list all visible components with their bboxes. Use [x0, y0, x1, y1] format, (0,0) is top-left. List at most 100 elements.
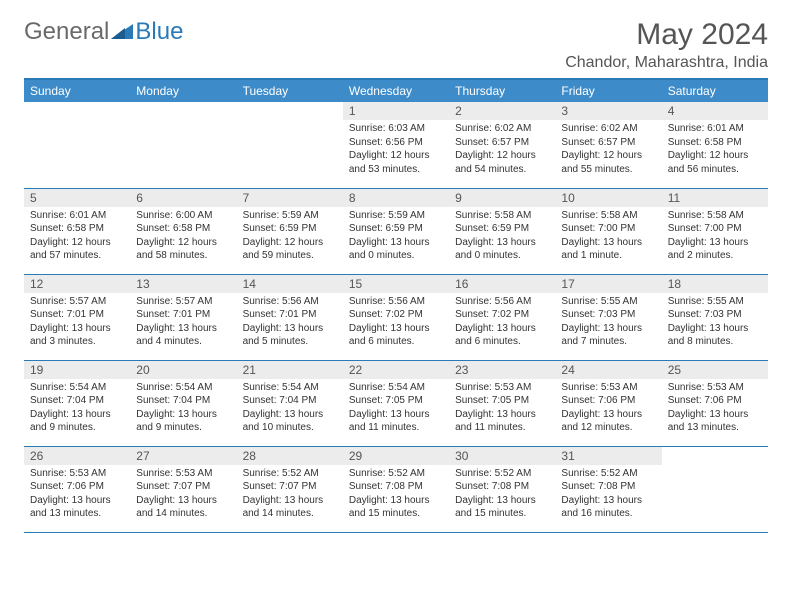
- day-number: 30: [449, 447, 555, 465]
- day-number: 13: [130, 275, 236, 293]
- day-details: Sunrise: 6:01 AMSunset: 6:58 PMDaylight:…: [24, 207, 130, 267]
- header: General Blue May 2024 Chandor, Maharasht…: [24, 18, 768, 72]
- day-number: 31: [555, 447, 661, 465]
- calendar-row: 12Sunrise: 5:57 AMSunset: 7:01 PMDayligh…: [24, 274, 768, 360]
- day-number: 8: [343, 189, 449, 207]
- day-details: Sunrise: 5:53 AMSunset: 7:06 PMDaylight:…: [662, 379, 768, 439]
- calendar-cell: 22Sunrise: 5:54 AMSunset: 7:05 PMDayligh…: [343, 360, 449, 446]
- calendar-cell: [130, 102, 236, 188]
- day-details: Sunrise: 6:02 AMSunset: 6:57 PMDaylight:…: [555, 120, 661, 180]
- location-text: Chandor, Maharashtra, India: [565, 54, 768, 72]
- day-details: Sunrise: 5:55 AMSunset: 7:03 PMDaylight:…: [555, 293, 661, 353]
- day-number: 11: [662, 189, 768, 207]
- calendar-row: 5Sunrise: 6:01 AMSunset: 6:58 PMDaylight…: [24, 188, 768, 274]
- calendar-cell: 29Sunrise: 5:52 AMSunset: 7:08 PMDayligh…: [343, 446, 449, 532]
- day-details: Sunrise: 5:55 AMSunset: 7:03 PMDaylight:…: [662, 293, 768, 353]
- weekday-header: Monday: [130, 79, 236, 102]
- day-details: Sunrise: 5:54 AMSunset: 7:05 PMDaylight:…: [343, 379, 449, 439]
- day-number: 14: [237, 275, 343, 293]
- day-details: Sunrise: 5:58 AMSunset: 6:59 PMDaylight:…: [449, 207, 555, 267]
- weekday-header: Sunday: [24, 79, 130, 102]
- day-details: Sunrise: 5:53 AMSunset: 7:05 PMDaylight:…: [449, 379, 555, 439]
- calendar-cell: 5Sunrise: 6:01 AMSunset: 6:58 PMDaylight…: [24, 188, 130, 274]
- logo-text-blue: Blue: [135, 18, 183, 46]
- weekday-header: Friday: [555, 79, 661, 102]
- calendar-cell: 6Sunrise: 6:00 AMSunset: 6:58 PMDaylight…: [130, 188, 236, 274]
- day-number: 19: [24, 361, 130, 379]
- day-details: Sunrise: 5:57 AMSunset: 7:01 PMDaylight:…: [130, 293, 236, 353]
- day-details: Sunrise: 5:57 AMSunset: 7:01 PMDaylight:…: [24, 293, 130, 353]
- title-block: May 2024 Chandor, Maharashtra, India: [565, 18, 768, 72]
- calendar-cell: 12Sunrise: 5:57 AMSunset: 7:01 PMDayligh…: [24, 274, 130, 360]
- calendar-cell: 24Sunrise: 5:53 AMSunset: 7:06 PMDayligh…: [555, 360, 661, 446]
- calendar-cell: 23Sunrise: 5:53 AMSunset: 7:05 PMDayligh…: [449, 360, 555, 446]
- day-number: 7: [237, 189, 343, 207]
- calendar-cell: [662, 446, 768, 532]
- day-number: 25: [662, 361, 768, 379]
- day-number: 21: [237, 361, 343, 379]
- logo-text-general: General: [24, 18, 109, 46]
- calendar-header-row: SundayMondayTuesdayWednesdayThursdayFrid…: [24, 79, 768, 102]
- day-number: 16: [449, 275, 555, 293]
- calendar-cell: 20Sunrise: 5:54 AMSunset: 7:04 PMDayligh…: [130, 360, 236, 446]
- day-details: Sunrise: 5:52 AMSunset: 7:07 PMDaylight:…: [237, 465, 343, 525]
- calendar-cell: 27Sunrise: 5:53 AMSunset: 7:07 PMDayligh…: [130, 446, 236, 532]
- calendar-cell: 8Sunrise: 5:59 AMSunset: 6:59 PMDaylight…: [343, 188, 449, 274]
- day-details: Sunrise: 5:53 AMSunset: 7:07 PMDaylight:…: [130, 465, 236, 525]
- day-details: Sunrise: 6:01 AMSunset: 6:58 PMDaylight:…: [662, 120, 768, 180]
- day-number: 26: [24, 447, 130, 465]
- day-details: Sunrise: 5:56 AMSunset: 7:02 PMDaylight:…: [449, 293, 555, 353]
- calendar-cell: 3Sunrise: 6:02 AMSunset: 6:57 PMDaylight…: [555, 102, 661, 188]
- calendar-row: 1Sunrise: 6:03 AMSunset: 6:56 PMDaylight…: [24, 102, 768, 188]
- calendar-cell: 4Sunrise: 6:01 AMSunset: 6:58 PMDaylight…: [662, 102, 768, 188]
- weekday-header: Saturday: [662, 79, 768, 102]
- day-details: Sunrise: 5:56 AMSunset: 7:01 PMDaylight:…: [237, 293, 343, 353]
- weekday-header: Thursday: [449, 79, 555, 102]
- day-details: Sunrise: 5:53 AMSunset: 7:06 PMDaylight:…: [24, 465, 130, 525]
- day-details: Sunrise: 5:52 AMSunset: 7:08 PMDaylight:…: [343, 465, 449, 525]
- day-details: Sunrise: 6:02 AMSunset: 6:57 PMDaylight:…: [449, 120, 555, 180]
- calendar-cell: 28Sunrise: 5:52 AMSunset: 7:07 PMDayligh…: [237, 446, 343, 532]
- calendar-cell: 18Sunrise: 5:55 AMSunset: 7:03 PMDayligh…: [662, 274, 768, 360]
- day-number: 5: [24, 189, 130, 207]
- calendar-cell: 10Sunrise: 5:58 AMSunset: 7:00 PMDayligh…: [555, 188, 661, 274]
- day-details: Sunrise: 6:00 AMSunset: 6:58 PMDaylight:…: [130, 207, 236, 267]
- day-number: 20: [130, 361, 236, 379]
- calendar-cell: 13Sunrise: 5:57 AMSunset: 7:01 PMDayligh…: [130, 274, 236, 360]
- weekday-header: Wednesday: [343, 79, 449, 102]
- calendar-cell: 9Sunrise: 5:58 AMSunset: 6:59 PMDaylight…: [449, 188, 555, 274]
- day-number: 6: [130, 189, 236, 207]
- day-number: 29: [343, 447, 449, 465]
- day-number: 18: [662, 275, 768, 293]
- day-number: 22: [343, 361, 449, 379]
- calendar-cell: 21Sunrise: 5:54 AMSunset: 7:04 PMDayligh…: [237, 360, 343, 446]
- day-number: 24: [555, 361, 661, 379]
- day-details: Sunrise: 5:59 AMSunset: 6:59 PMDaylight:…: [343, 207, 449, 267]
- calendar-cell: 16Sunrise: 5:56 AMSunset: 7:02 PMDayligh…: [449, 274, 555, 360]
- weekday-header: Tuesday: [237, 79, 343, 102]
- month-title: May 2024: [565, 18, 768, 52]
- triangle-icon: [111, 21, 133, 44]
- calendar-cell: 14Sunrise: 5:56 AMSunset: 7:01 PMDayligh…: [237, 274, 343, 360]
- day-number: 15: [343, 275, 449, 293]
- calendar-cell: 1Sunrise: 6:03 AMSunset: 6:56 PMDaylight…: [343, 102, 449, 188]
- calendar-cell: [24, 102, 130, 188]
- calendar-cell: 26Sunrise: 5:53 AMSunset: 7:06 PMDayligh…: [24, 446, 130, 532]
- day-details: Sunrise: 6:03 AMSunset: 6:56 PMDaylight:…: [343, 120, 449, 180]
- day-details: Sunrise: 5:54 AMSunset: 7:04 PMDaylight:…: [130, 379, 236, 439]
- day-number: 2: [449, 102, 555, 120]
- day-number: 10: [555, 189, 661, 207]
- day-details: Sunrise: 5:59 AMSunset: 6:59 PMDaylight:…: [237, 207, 343, 267]
- day-number: 23: [449, 361, 555, 379]
- calendar-page: General Blue May 2024 Chandor, Maharasht…: [0, 0, 792, 551]
- day-details: Sunrise: 5:52 AMSunset: 7:08 PMDaylight:…: [449, 465, 555, 525]
- day-details: Sunrise: 5:53 AMSunset: 7:06 PMDaylight:…: [555, 379, 661, 439]
- day-number: 1: [343, 102, 449, 120]
- day-number: 12: [24, 275, 130, 293]
- calendar-row: 19Sunrise: 5:54 AMSunset: 7:04 PMDayligh…: [24, 360, 768, 446]
- day-number: 4: [662, 102, 768, 120]
- calendar-cell: 30Sunrise: 5:52 AMSunset: 7:08 PMDayligh…: [449, 446, 555, 532]
- logo: General Blue: [24, 18, 183, 46]
- calendar-row: 26Sunrise: 5:53 AMSunset: 7:06 PMDayligh…: [24, 446, 768, 532]
- calendar-table: SundayMondayTuesdayWednesdayThursdayFrid…: [24, 78, 768, 533]
